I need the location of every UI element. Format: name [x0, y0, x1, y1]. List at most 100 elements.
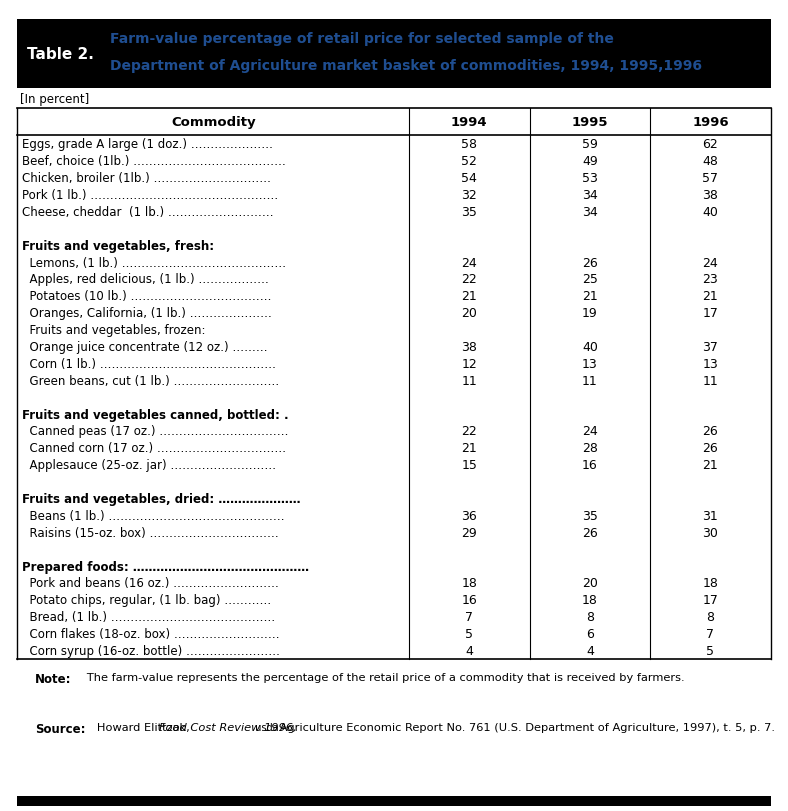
Text: Howard Elittzak,: Howard Elittzak,: [86, 723, 193, 732]
Text: 34: 34: [582, 189, 598, 202]
Text: 21: 21: [462, 290, 478, 303]
Text: 23: 23: [703, 273, 719, 286]
Text: Table 2.: Table 2.: [27, 47, 94, 62]
Text: 7: 7: [466, 611, 474, 624]
Text: 5: 5: [466, 628, 474, 641]
Text: 26: 26: [582, 526, 598, 539]
Text: 22: 22: [462, 425, 478, 438]
Text: 35: 35: [462, 206, 478, 219]
Text: 22: 22: [462, 273, 478, 286]
Text: Potatoes (10 lb.) ………………………………: Potatoes (10 lb.) ………………………………: [22, 290, 272, 303]
Text: 15: 15: [462, 459, 478, 472]
Text: Applesauce (25-oz. jar) ………………………: Applesauce (25-oz. jar) ………………………: [22, 459, 276, 472]
Text: 21: 21: [582, 290, 598, 303]
Text: usda: usda: [252, 723, 279, 732]
Text: 38: 38: [462, 341, 478, 354]
Bar: [17, 20, 771, 89]
Text: 11: 11: [582, 375, 598, 388]
Text: 53: 53: [582, 172, 598, 185]
Text: Pork and beans (16 oz.) ………………………: Pork and beans (16 oz.) ………………………: [22, 577, 279, 590]
Text: Eggs, grade A large (1 doz.) …………………: Eggs, grade A large (1 doz.) …………………: [22, 138, 273, 151]
Text: 36: 36: [462, 509, 478, 522]
Text: 54: 54: [462, 172, 478, 185]
Text: 21: 21: [703, 459, 719, 472]
Text: 18: 18: [582, 594, 598, 607]
Text: Farm-value percentage of retail price for selected sample of the: Farm-value percentage of retail price fo…: [110, 32, 614, 46]
Text: Orange juice concentrate (12 oz.) ………: Orange juice concentrate (12 oz.) ………: [22, 341, 268, 354]
Text: 29: 29: [462, 526, 478, 539]
Text: Canned peas (17 oz.) ……………………………: Canned peas (17 oz.) ……………………………: [22, 425, 288, 438]
Text: 26: 26: [703, 442, 719, 455]
Text: Cheese, cheddar  (1 lb.) ………………………: Cheese, cheddar (1 lb.) ………………………: [22, 206, 273, 219]
Text: 24: 24: [462, 256, 478, 269]
Text: Lemons, (1 lb.) ……………………………………: Lemons, (1 lb.) ……………………………………: [22, 256, 286, 269]
Text: 48: 48: [702, 155, 719, 168]
Text: Chicken, broiler (1lb.) …………………………: Chicken, broiler (1lb.) …………………………: [22, 172, 271, 185]
Text: Oranges, California, (1 lb.) …………………: Oranges, California, (1 lb.) …………………: [22, 307, 272, 320]
Text: Commodity: Commodity: [171, 116, 255, 129]
Text: Fruits and vegetables canned, bottled: .: Fruits and vegetables canned, bottled: .: [22, 408, 288, 421]
Text: 21: 21: [462, 442, 478, 455]
Text: 30: 30: [702, 526, 719, 539]
Text: Source:: Source:: [35, 723, 85, 736]
Text: 52: 52: [462, 155, 478, 168]
Text: Beef, choice (1lb.) …………………………………: Beef, choice (1lb.) …………………………………: [22, 155, 286, 168]
Text: 25: 25: [582, 273, 598, 286]
Text: Prepared foods: ………………………………………: Prepared foods: ………………………………………: [22, 560, 309, 573]
Text: 49: 49: [582, 155, 598, 168]
Text: 24: 24: [703, 256, 719, 269]
Text: 34: 34: [582, 206, 598, 219]
Text: 17: 17: [702, 307, 719, 320]
Text: Bread, (1 lb.) ……………………………………: Bread, (1 lb.) ……………………………………: [22, 611, 275, 624]
Text: Raisins (15-oz. box) ……………………………: Raisins (15-oz. box) ……………………………: [22, 526, 279, 539]
Text: 11: 11: [462, 375, 478, 388]
Text: 17: 17: [702, 594, 719, 607]
Text: 32: 32: [462, 189, 478, 202]
Text: 1996: 1996: [692, 116, 729, 129]
Text: Corn syrup (16-oz. bottle) ……………………: Corn syrup (16-oz. bottle) ……………………: [22, 644, 280, 657]
Text: 37: 37: [702, 341, 719, 354]
Text: 16: 16: [462, 594, 478, 607]
Bar: [17, 796, 771, 806]
Text: 16: 16: [582, 459, 598, 472]
Text: Potato chips, regular, (1 lb. bag) …………: Potato chips, regular, (1 lb. bag) …………: [22, 594, 271, 607]
Text: Fruits and vegetables, dried: …………………: Fruits and vegetables, dried: …………………: [22, 492, 301, 505]
Text: Corn flakes (18-oz. box) ………………………: Corn flakes (18-oz. box) ………………………: [22, 628, 280, 641]
Text: 1995: 1995: [571, 116, 608, 129]
Text: 26: 26: [703, 425, 719, 438]
Text: The farm-value represents the percentage of the retail price of a commodity that: The farm-value represents the percentage…: [76, 672, 684, 682]
Text: 40: 40: [702, 206, 719, 219]
Text: 8: 8: [706, 611, 715, 624]
Text: Department of Agriculture market basket of commodities, 1994, 1995,1996: Department of Agriculture market basket …: [110, 59, 702, 73]
Text: 57: 57: [702, 172, 719, 185]
Text: 4: 4: [586, 644, 594, 657]
Text: 62: 62: [703, 138, 719, 151]
Text: Fruits and vegetables, fresh:: Fruits and vegetables, fresh:: [22, 239, 214, 252]
Text: 35: 35: [582, 509, 598, 522]
Text: 26: 26: [582, 256, 598, 269]
Text: 7: 7: [706, 628, 715, 641]
Text: Food Cost Review 1996,: Food Cost Review 1996,: [159, 723, 297, 732]
Text: Pork (1 lb.) …………………………………………: Pork (1 lb.) …………………………………………: [22, 189, 278, 202]
Text: 13: 13: [703, 358, 719, 371]
Text: 59: 59: [582, 138, 598, 151]
Text: 18: 18: [462, 577, 478, 590]
Text: 31: 31: [703, 509, 719, 522]
Text: 6: 6: [586, 628, 594, 641]
Text: 8: 8: [585, 611, 594, 624]
Text: 58: 58: [461, 138, 478, 151]
Text: 5: 5: [706, 644, 715, 657]
Text: Beans (1 lb.) ………………………………………: Beans (1 lb.) ………………………………………: [22, 509, 284, 522]
Text: 28: 28: [582, 442, 598, 455]
Text: 18: 18: [702, 577, 719, 590]
Text: Green beans, cut (1 lb.) ………………………: Green beans, cut (1 lb.) ………………………: [22, 375, 279, 388]
Text: Fruits and vegetables, frozen:: Fruits and vegetables, frozen:: [22, 324, 206, 337]
Text: 13: 13: [582, 358, 598, 371]
Text: 1994: 1994: [451, 116, 488, 129]
Text: 40: 40: [582, 341, 598, 354]
Text: Agriculture Economic Report No. 761 (U.S. Department of Agriculture, 1997), t. 5: Agriculture Economic Report No. 761 (U.S…: [276, 723, 775, 732]
Text: Apples, red delicious, (1 lb.) ………………: Apples, red delicious, (1 lb.) ………………: [22, 273, 269, 286]
Text: Corn (1 lb.) ………………………………………: Corn (1 lb.) ………………………………………: [22, 358, 276, 371]
Text: 11: 11: [703, 375, 719, 388]
Text: 21: 21: [703, 290, 719, 303]
